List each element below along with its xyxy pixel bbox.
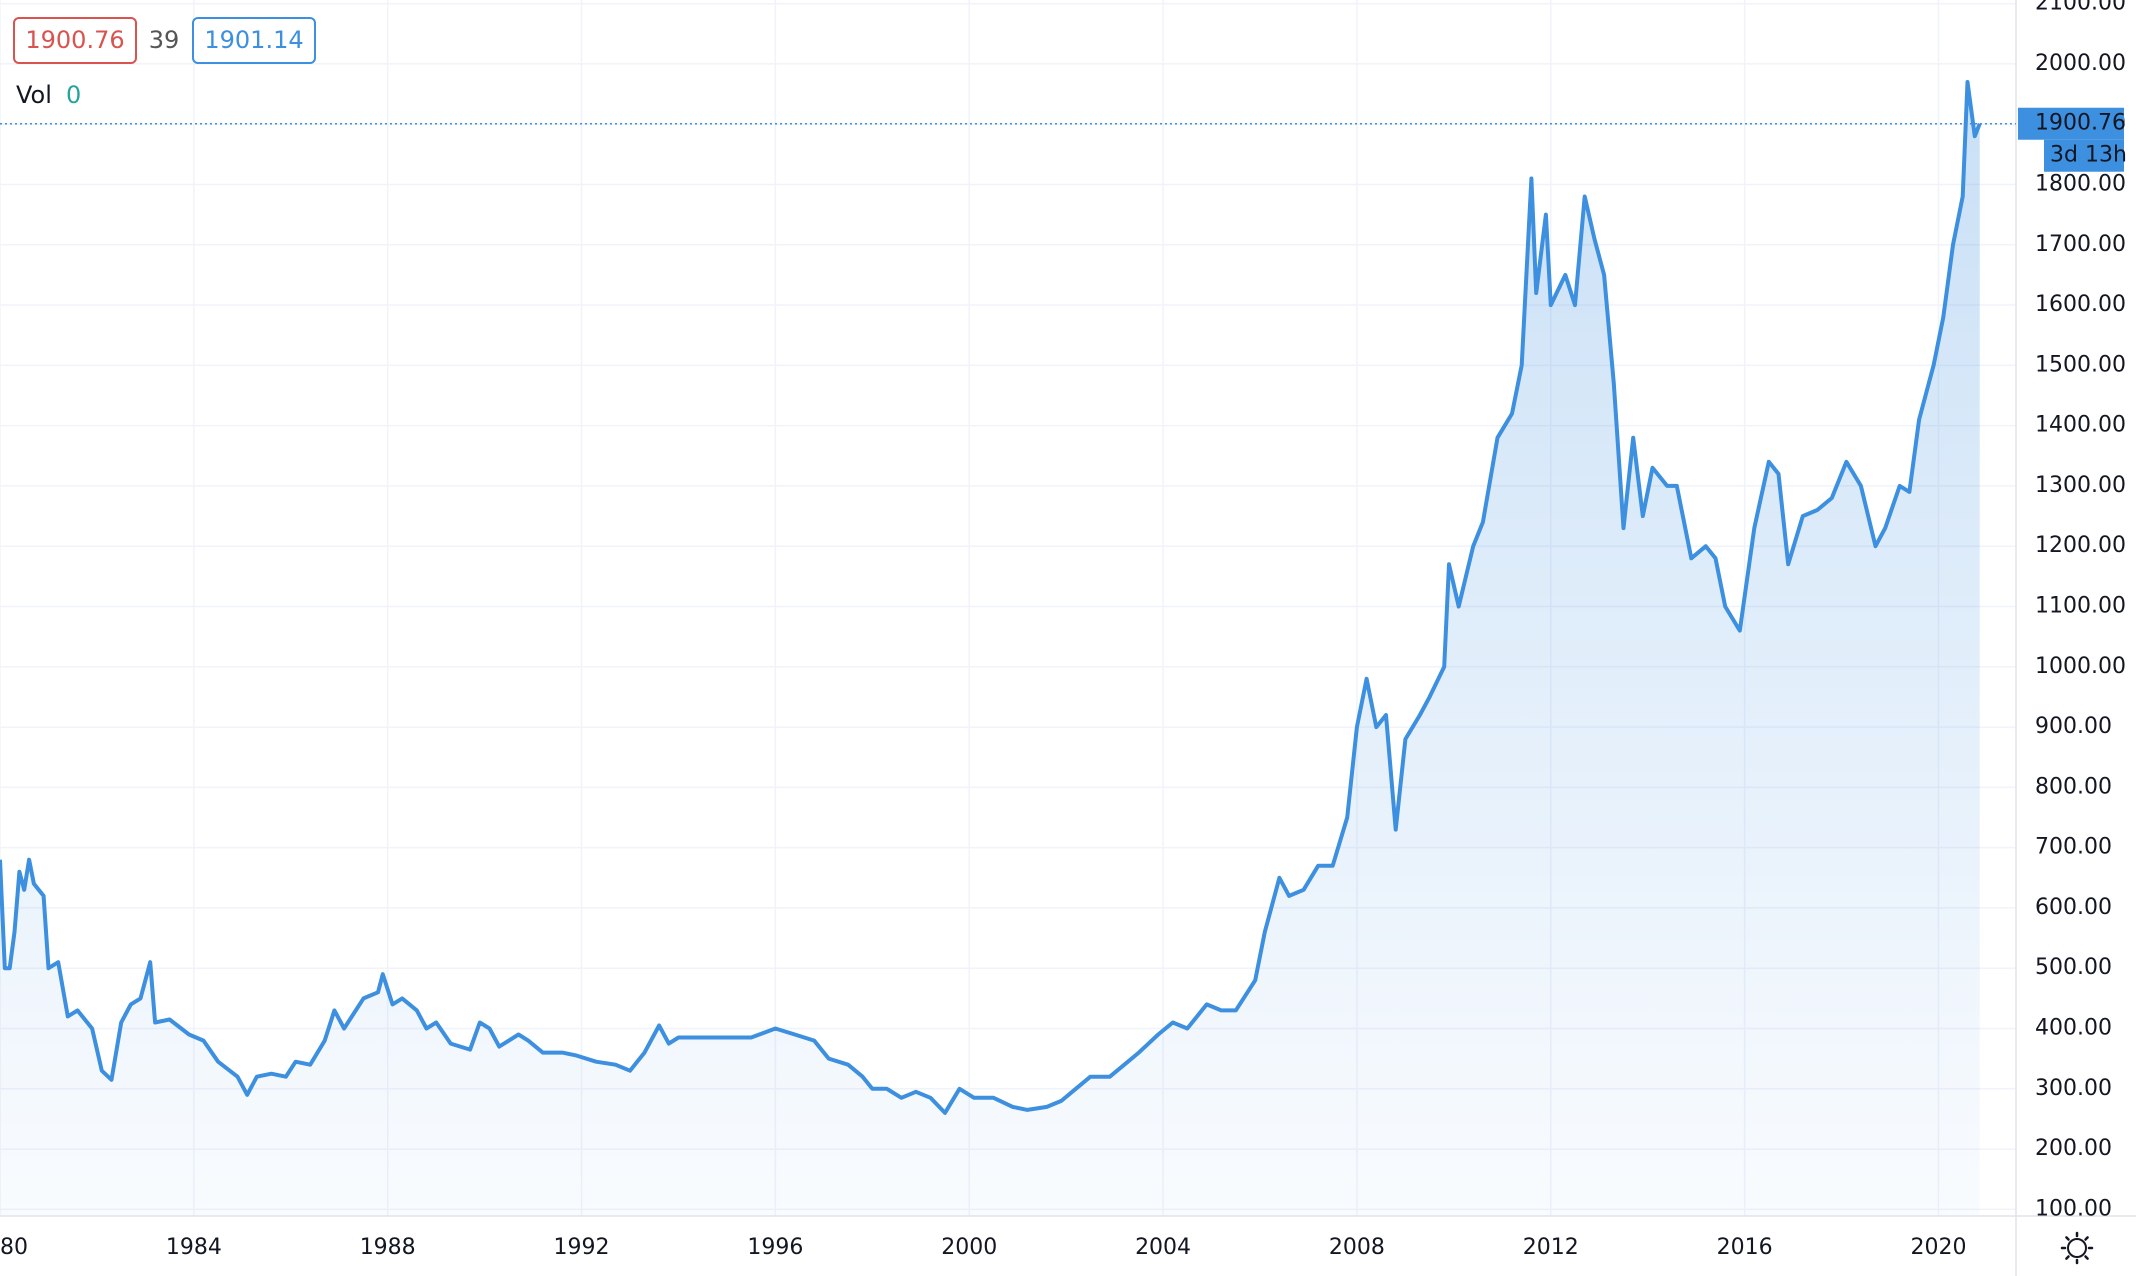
x-tick-label: 1988 — [360, 1235, 416, 1260]
y-tick-label: 600.00 — [2035, 895, 2112, 920]
countdown-box — [2044, 139, 2124, 172]
x-tick-label: 2020 — [1910, 1235, 1966, 1260]
close-box — [192, 17, 316, 64]
y-tick-label: 300.00 — [2035, 1076, 2112, 1101]
open-value: 1900.76 — [25, 26, 124, 54]
y-tick-label: 1700.00 — [2035, 232, 2126, 257]
x-tick-label: 1984 — [166, 1235, 222, 1260]
plot-area — [0, 80, 1982, 1216]
y-tick-label: 400.00 — [2035, 1016, 2112, 1041]
x-tick-label: 1992 — [554, 1235, 610, 1260]
y-tick-label: 900.00 — [2035, 714, 2112, 739]
open-box — [13, 17, 137, 64]
last-price-box — [2018, 107, 2124, 140]
volume-value: 0 — [66, 81, 81, 109]
y-tick-label: 1000.00 — [2035, 654, 2126, 679]
y-tick-label: 100.00 — [2035, 1196, 2112, 1221]
y-tick-label: 1500.00 — [2035, 352, 2126, 377]
x-tick-label: 2004 — [1135, 1235, 1191, 1260]
y-tick-label: 500.00 — [2035, 955, 2112, 980]
y-tick-label: 800.00 — [2035, 774, 2112, 799]
x-tick-label: 2000 — [941, 1235, 997, 1260]
last-price-label: 1900.76 — [2035, 111, 2126, 136]
change-value: 39 — [149, 26, 180, 54]
y-tick-label: 2100.00 — [2035, 0, 2126, 16]
settings-button[interactable] — [2060, 1231, 2094, 1265]
x-tick-label: 2016 — [1717, 1235, 1773, 1260]
y-tick-label: 1200.00 — [2035, 533, 2126, 558]
y-tick-label: 1300.00 — [2035, 473, 2126, 498]
time-axis: 1980 1984 1988 1992 1996 2000 2004 2008 2012 2016… — [0, 1235, 1966, 1260]
x-tick-label: 1996 — [747, 1235, 803, 1260]
x-tick-label: 1980 — [0, 1235, 28, 1260]
y-tick-label: 1800.00 — [2035, 171, 2126, 196]
y-tick-label: 1400.00 — [2035, 413, 2126, 438]
area-fill — [0, 82, 1980, 1216]
price-line — [0, 80, 1982, 1115]
x-tick-label: 2012 — [1523, 1235, 1579, 1260]
countdown-label: 3d 13h — [2050, 143, 2127, 168]
y-tick-label: 200.00 — [2035, 1136, 2112, 1161]
y-tick-label: 1600.00 — [2035, 292, 2126, 317]
y-tick-label: 700.00 — [2035, 835, 2112, 860]
volume-label: Vol — [16, 81, 52, 109]
price-axis: 100.00 200.00 300.00 400.00 500.00 600.00 700.… — [2035, 0, 2126, 1221]
close-value: 1901.14 — [204, 26, 303, 54]
x-tick-label: 2008 — [1329, 1235, 1385, 1260]
y-tick-label: 2000.00 — [2035, 51, 2126, 76]
y-tick-label: 1100.00 — [2035, 593, 2126, 618]
